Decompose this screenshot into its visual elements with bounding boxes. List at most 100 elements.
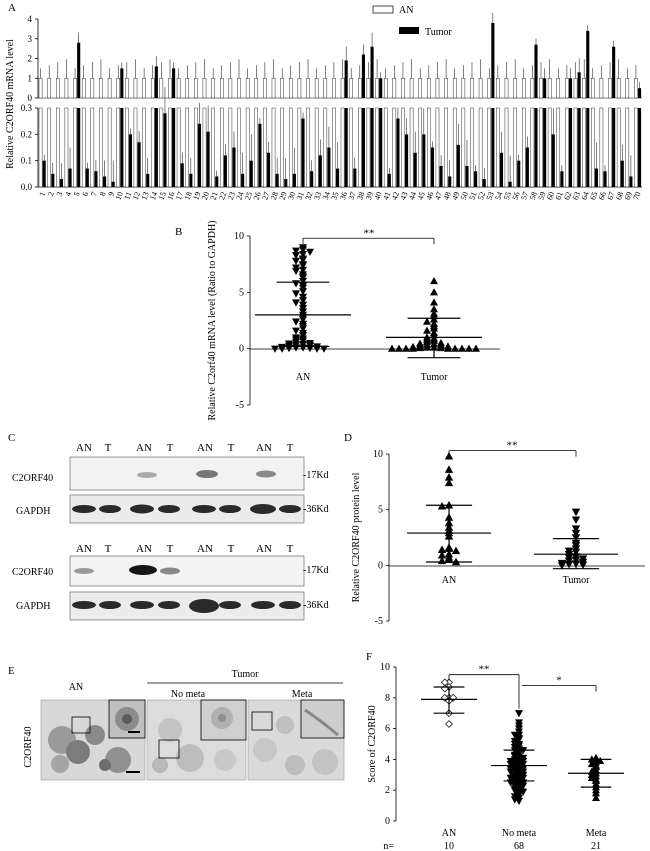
data-point — [557, 562, 567, 570]
lane-label: AN — [256, 442, 272, 454]
blot-label-gapdh-bottom: GAPDH — [16, 601, 50, 612]
data-point — [409, 344, 417, 352]
y-tick-label: 0 — [28, 93, 33, 103]
bar-an — [194, 78, 198, 99]
bar-an — [616, 78, 621, 99]
x-category-label: Meta — [586, 828, 607, 839]
x-tick-label: 24 — [234, 191, 245, 202]
ihc-image-an — [40, 699, 146, 781]
x-tick-label: 60 — [545, 191, 556, 202]
data-point — [592, 793, 600, 801]
bar-an — [375, 78, 379, 99]
blot-bottom-lane-labels: AN T AN T AN T AN T — [76, 543, 294, 555]
x-tick-label: 58 — [528, 191, 539, 202]
bar-tumor — [370, 108, 374, 187]
x-tick-label: 69 — [623, 191, 634, 202]
y-tick-label: 10 — [234, 231, 244, 242]
lane-label: T — [228, 442, 235, 454]
bar-an — [168, 107, 172, 188]
x-category-label: Tumor — [563, 575, 591, 586]
bar-an — [340, 107, 345, 188]
bar-tumor — [120, 108, 124, 187]
panel-label-c: C — [8, 432, 15, 444]
data-point — [388, 344, 396, 352]
bar-tumor — [568, 78, 573, 98]
bar-tumor — [499, 152, 504, 187]
x-tick-label: 17 — [174, 191, 185, 202]
lane-label: T — [105, 442, 112, 454]
x-tick-label: 65 — [588, 191, 599, 202]
x-tick-label: 31 — [295, 191, 306, 202]
bar-tumor — [275, 173, 279, 187]
x-tick-label: 3 — [55, 191, 65, 198]
data-point — [430, 288, 438, 296]
bar-an — [496, 107, 500, 188]
bar-an — [64, 107, 69, 188]
y-axis-title: Relative C2orf40 mRNA level (Ratio to GA… — [207, 221, 218, 421]
data-point — [292, 299, 300, 307]
data-point — [578, 561, 588, 570]
bar-an — [435, 107, 440, 188]
bar-an — [133, 107, 138, 188]
y-tick-label: -5 — [375, 616, 383, 627]
data-point — [292, 327, 300, 335]
lane-label: T — [287, 442, 294, 454]
x-tick-label: 48 — [442, 191, 453, 202]
bar-tumor — [422, 134, 426, 187]
data-point — [292, 247, 300, 255]
bar-tumor — [344, 108, 348, 187]
bar-tumor — [637, 108, 642, 187]
bar-an — [245, 107, 250, 188]
bar-an — [306, 107, 310, 188]
y-tick-label: 0 — [385, 816, 390, 827]
legend-label-tumor: Tumor — [425, 27, 453, 38]
bar-an — [176, 78, 181, 99]
x-tick-label: 40 — [373, 191, 384, 202]
bar-tumor — [491, 22, 495, 99]
bar-tumor — [577, 108, 581, 187]
bar-an — [99, 107, 103, 188]
bar-an — [547, 107, 552, 188]
ihc-label-tumor: Tumor — [232, 669, 260, 680]
bar-an — [478, 107, 483, 188]
bar-an — [314, 78, 319, 99]
x-category-label: AN — [296, 372, 310, 383]
bar-an — [591, 107, 595, 188]
data-point — [299, 277, 307, 286]
x-tick-label: 68 — [614, 191, 625, 202]
y-tick-label: 6 — [385, 724, 390, 735]
x-tick-label: 43 — [398, 191, 409, 202]
y-tick-label: 4 — [385, 754, 390, 765]
bar-an — [418, 78, 422, 99]
data-point — [437, 343, 445, 352]
bar-an — [435, 78, 440, 99]
y-axis-title: Relative C2ORF40 mRNA level — [5, 39, 16, 169]
bar-an — [608, 107, 612, 188]
y-tick-label: 2 — [28, 54, 33, 64]
bar-an — [150, 107, 155, 188]
x-tick-label: 46 — [424, 191, 435, 202]
data-point — [564, 560, 574, 569]
bar-an — [289, 107, 293, 188]
bar-an — [73, 78, 77, 99]
x-tick-label: 47 — [433, 191, 444, 202]
bar-an — [90, 78, 95, 99]
bar-an — [522, 78, 526, 99]
x-tick-label: 28 — [269, 191, 280, 202]
ihc-label-an: AN — [69, 682, 83, 693]
bar-tumor — [465, 165, 469, 187]
bar-an — [470, 78, 474, 99]
bar-tumor — [163, 113, 167, 187]
band — [137, 472, 157, 478]
bar-an — [444, 78, 448, 99]
bar-an — [159, 107, 164, 188]
bar-tumor — [534, 108, 538, 187]
bar-an — [358, 107, 362, 188]
x-tick-label: 11 — [122, 191, 133, 201]
bar-tumor — [94, 171, 98, 187]
x-tick-label: 27 — [260, 191, 271, 202]
data-point — [271, 345, 279, 353]
blot-size-36kd-top: -36Kd — [303, 504, 329, 515]
bar-tumor — [154, 66, 158, 98]
bar-an — [47, 107, 51, 188]
